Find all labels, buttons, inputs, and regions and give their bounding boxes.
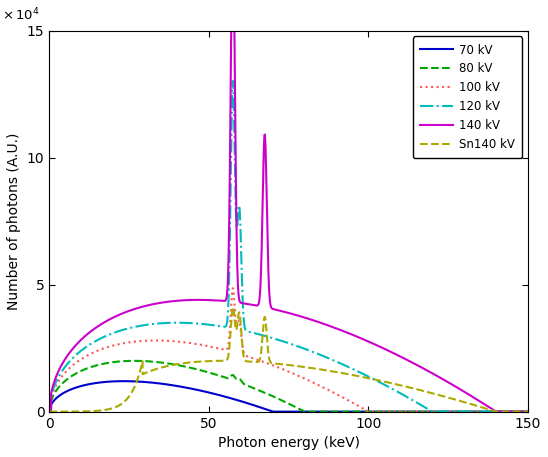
Sn140 kV	[133, 380, 140, 385]
70 kV	[333, 409, 340, 414]
70 kV	[133, 379, 140, 384]
Line: Sn140 kV: Sn140 kV	[49, 307, 528, 412]
Line: 70 kV: 70 kV	[49, 381, 528, 412]
80 kV	[46, 409, 53, 414]
140 kV	[403, 357, 410, 362]
Line: 100 kV: 100 kV	[49, 288, 528, 412]
120 kV	[524, 409, 531, 414]
70 kV	[121, 378, 127, 384]
Sn140 kV	[229, 307, 236, 312]
Sn140 kV	[46, 409, 53, 414]
Sn140 kV	[439, 393, 446, 399]
70 kV	[357, 409, 364, 414]
120 kV	[46, 409, 53, 414]
100 kV	[46, 409, 53, 414]
Sn140 kV	[230, 304, 236, 310]
Y-axis label: Number of photons (A.U.): Number of photons (A.U.)	[7, 133, 21, 310]
120 kV	[439, 409, 446, 414]
80 kV	[439, 409, 446, 414]
120 kV	[229, 89, 236, 94]
100 kV	[524, 409, 531, 414]
100 kV	[439, 409, 446, 414]
Sn140 kV	[403, 384, 410, 389]
100 kV	[403, 409, 410, 414]
70 kV	[229, 396, 236, 401]
80 kV	[333, 409, 340, 414]
80 kV	[131, 358, 138, 364]
80 kV	[403, 409, 410, 414]
Legend: 70 kV, 80 kV, 100 kV, 120 kV, 140 kV, Sn140 kV: 70 kV, 80 kV, 100 kV, 120 kV, 140 kV, Sn…	[413, 37, 522, 158]
Line: 120 kV: 120 kV	[49, 81, 528, 412]
80 kV	[524, 409, 531, 414]
140 kV	[439, 377, 446, 382]
70 kV	[403, 409, 410, 414]
Text: $\times\,10^4$: $\times\,10^4$	[2, 6, 39, 23]
120 kV	[333, 359, 340, 364]
120 kV	[357, 370, 364, 376]
70 kV	[524, 409, 531, 414]
120 kV	[230, 78, 236, 84]
X-axis label: Photon energy (keV): Photon energy (keV)	[218, 436, 359, 450]
120 kV	[403, 394, 410, 399]
80 kV	[357, 409, 364, 414]
120 kV	[133, 324, 140, 329]
Sn140 kV	[333, 369, 340, 375]
140 kV	[46, 409, 53, 414]
140 kV	[357, 335, 364, 341]
140 kV	[333, 326, 340, 331]
100 kV	[357, 404, 364, 410]
Line: 80 kV: 80 kV	[49, 361, 528, 412]
100 kV	[333, 391, 340, 397]
Line: 140 kV: 140 kV	[49, 0, 528, 412]
80 kV	[229, 372, 236, 378]
140 kV	[524, 409, 531, 414]
140 kV	[133, 306, 140, 311]
Sn140 kV	[524, 409, 531, 414]
70 kV	[439, 409, 446, 414]
80 kV	[133, 358, 140, 364]
70 kV	[46, 409, 53, 414]
100 kV	[133, 339, 140, 344]
Sn140 kV	[357, 374, 364, 379]
100 kV	[230, 286, 236, 291]
100 kV	[229, 288, 236, 294]
